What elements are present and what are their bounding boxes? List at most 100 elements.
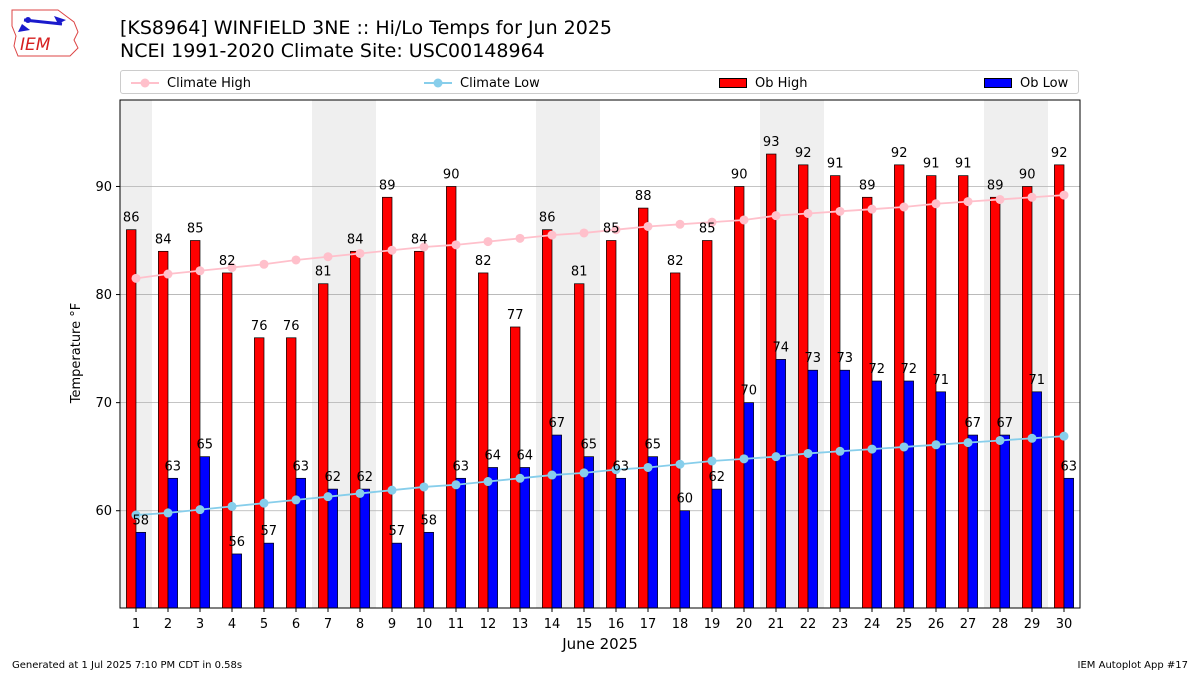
label-ob-high: 91 [923, 157, 940, 172]
climate-high-point [675, 219, 685, 229]
bar-ob-high [382, 196, 393, 609]
label-ob-low: 58 [421, 513, 438, 528]
label-ob-high: 76 [283, 319, 300, 334]
label-ob-low: 60 [677, 492, 694, 507]
climate-high-point [451, 240, 461, 250]
label-ob-high: 85 [699, 222, 716, 237]
label-ob-high: 88 [635, 189, 652, 204]
legend-ob-low-swatch [984, 78, 1012, 88]
label-ob-high: 85 [603, 222, 620, 237]
climate-low-point [835, 446, 845, 456]
climate-low-point [643, 462, 653, 472]
label-ob-low: 65 [645, 438, 662, 453]
label-ob-low: 62 [325, 470, 342, 485]
bar-ob-low [711, 488, 722, 609]
x-tick-label: 17 [640, 617, 657, 632]
label-ob-high: 82 [667, 254, 684, 269]
bar-ob-high [862, 196, 873, 609]
app-id: IEM Autoplot App #17 [1077, 660, 1188, 671]
label-ob-low: 74 [773, 340, 790, 355]
label-ob-low: 67 [965, 416, 982, 431]
climate-high-point [643, 221, 653, 231]
bar-ob-low [551, 434, 562, 609]
bar-ob-low [455, 477, 466, 609]
x-tick-label: 25 [896, 617, 913, 632]
x-tick-label: 4 [228, 617, 236, 632]
logo-text: IEM [20, 35, 51, 55]
bar-ob-low [423, 531, 434, 609]
label-ob-low: 70 [741, 384, 758, 399]
bar-ob-high [958, 175, 969, 609]
bar-ob-low [647, 456, 658, 609]
climate-low-point [515, 473, 525, 483]
bar-ob-high [990, 196, 1001, 609]
x-tick-label: 8 [356, 617, 364, 632]
climate-low-point [771, 452, 781, 462]
label-ob-high: 92 [795, 146, 812, 161]
label-ob-low: 65 [197, 438, 214, 453]
label-ob-low: 57 [261, 524, 278, 539]
bar-ob-high [254, 337, 265, 609]
climate-low-point [675, 459, 685, 469]
y-tick-label: 70 [95, 396, 112, 411]
bar-ob-low [999, 434, 1010, 609]
climate-high-point [835, 206, 845, 216]
bar-ob-high [670, 272, 681, 609]
climate-low-point [483, 477, 493, 487]
label-ob-high: 90 [443, 167, 460, 182]
bar-ob-low [391, 542, 402, 609]
label-ob-high: 91 [827, 157, 844, 172]
bar-ob-low [199, 456, 210, 609]
climate-low-point [355, 488, 365, 498]
climate-high-point [739, 215, 749, 225]
gridlines [120, 186, 1080, 512]
label-ob-high: 92 [1051, 146, 1068, 161]
climate-high-point [931, 199, 941, 209]
label-ob-low: 64 [485, 448, 502, 463]
climate-high-point [195, 266, 205, 276]
weekend-bands [120, 100, 1048, 608]
x-tick-label: 14 [544, 617, 561, 632]
bar-ob-high [478, 272, 489, 609]
bar-ob-high [158, 250, 169, 609]
x-tick-label: 7 [324, 617, 332, 632]
x-tick-label: 12 [480, 617, 497, 632]
label-ob-high: 82 [475, 254, 492, 269]
label-ob-high: 93 [763, 135, 780, 150]
x-tick-label: 15 [576, 617, 593, 632]
legend-ob-low-label: Ob Low [1020, 75, 1069, 91]
label-ob-low: 71 [933, 373, 950, 388]
climate-low-point [1027, 433, 1037, 443]
climate-low-point [323, 492, 333, 502]
bar-ob-high [926, 175, 937, 609]
x-tick-label: 1 [132, 617, 140, 632]
climate-low-point [931, 440, 941, 450]
climate-low-point [131, 510, 141, 520]
legend-ob-high-label: Ob High [755, 75, 808, 91]
climate-high-point [1027, 192, 1037, 202]
label-ob-low: 65 [581, 438, 598, 453]
label-ob-high: 86 [123, 211, 140, 226]
legend-climate-high-swatch [131, 78, 159, 88]
label-ob-low: 71 [1029, 373, 1046, 388]
bar-ob-high [606, 240, 617, 609]
climate-high-point [355, 248, 365, 258]
label-ob-low: 73 [805, 351, 822, 366]
label-ob-low: 63 [1061, 459, 1078, 474]
bar-ob-low [167, 477, 178, 609]
bar-ob-high [190, 240, 201, 609]
label-ob-high: 89 [859, 178, 876, 193]
bar-value-labels: 86 58 84 63 85 65 82 56 76 57 76 63 81 62 84 62 89 57 84 58… [123, 135, 1077, 550]
bar-ob-low [615, 477, 626, 609]
climate-low-point [291, 495, 301, 505]
climate-high-point [515, 233, 525, 243]
label-ob-high: 76 [251, 319, 268, 334]
climate-high-point [995, 194, 1005, 204]
x-tick-label: 5 [260, 617, 268, 632]
bar-ob-low [839, 369, 850, 609]
bar-ob-low [487, 467, 498, 609]
legend-climate-low-swatch [424, 78, 452, 88]
climate-high-point [547, 230, 557, 240]
climate-high-point [483, 237, 493, 247]
label-ob-high: 84 [155, 232, 172, 247]
